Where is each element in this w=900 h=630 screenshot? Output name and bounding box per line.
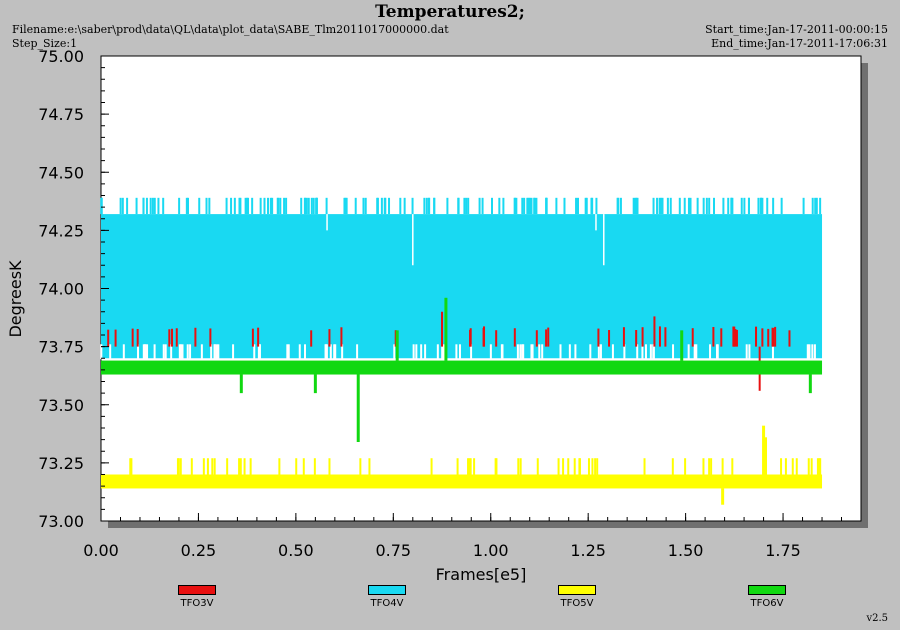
legend-item-tfo3v: TFO3V xyxy=(157,585,237,609)
y-tick-label: 73.50 xyxy=(38,396,84,415)
y-tick-label: 75.00 xyxy=(38,47,84,66)
x-tick-label: 1.25 xyxy=(570,541,606,560)
axis-layer: 73.00 73.25 73.50 73.75 74.00 74.25 74.50 74.75… xyxy=(6,47,862,584)
series-layer xyxy=(100,197,823,505)
legend-swatch-tfo3v xyxy=(178,585,216,595)
x-tick-label: 0.50 xyxy=(278,541,314,560)
legend-label-tfo6v: TFO6V xyxy=(750,598,784,609)
y-axis-label: DegreesK xyxy=(6,260,25,338)
legend-label-tfo4v: TFO4V xyxy=(370,598,404,609)
x-tick-label: 1.75 xyxy=(765,541,801,560)
x-tick-label: 0.75 xyxy=(375,541,411,560)
x-tick-label: 1.00 xyxy=(473,541,509,560)
y-tick-label: 73.75 xyxy=(38,338,84,357)
y-tick-label: 74.25 xyxy=(38,221,84,240)
x-axis-label: Frames[e5] xyxy=(436,565,527,584)
x-tick-label: 0.00 xyxy=(83,541,119,560)
start-time-label: Start_time:Jan-17-2011-00:00:15 xyxy=(705,23,888,36)
legend-label-tfo5v: TFO5V xyxy=(560,598,594,609)
x-tick-label: 0.25 xyxy=(181,541,217,560)
end-time-label: End_time:Jan-17-2011-17:06:31 xyxy=(711,37,888,50)
filename-label: Filename:e:\saber\prod\data\QL\data\plot… xyxy=(12,23,449,36)
y-tick-label: 74.75 xyxy=(38,105,84,124)
chart-title: Temperatures2; xyxy=(375,2,525,22)
y-tick-label: 73.25 xyxy=(38,454,84,473)
legend-swatch-tfo4v xyxy=(368,585,406,595)
x-tick-label: 1.50 xyxy=(668,541,704,560)
y-tick-label: 74.00 xyxy=(38,280,84,299)
legend-swatch-tfo5v xyxy=(558,585,596,595)
version-label: v2.5 xyxy=(866,613,888,624)
legend-swatch-tfo6v xyxy=(748,585,786,595)
legend-item-tfo4v: TFO4V xyxy=(347,585,427,609)
step-size-label: Step_Size:1 xyxy=(12,37,78,50)
series-band-tfo5v xyxy=(101,474,823,489)
y-tick-label: 74.50 xyxy=(38,163,84,182)
legend-item-tfo5v: TFO5V xyxy=(537,585,617,609)
legend-item-tfo6v: TFO6V xyxy=(727,585,807,609)
series-band-tfo6v xyxy=(101,360,823,375)
series-band-tfo4v xyxy=(101,214,823,359)
y-tick-label: 73.00 xyxy=(38,512,84,531)
legend-label-tfo3v: TFO3V xyxy=(180,598,214,609)
